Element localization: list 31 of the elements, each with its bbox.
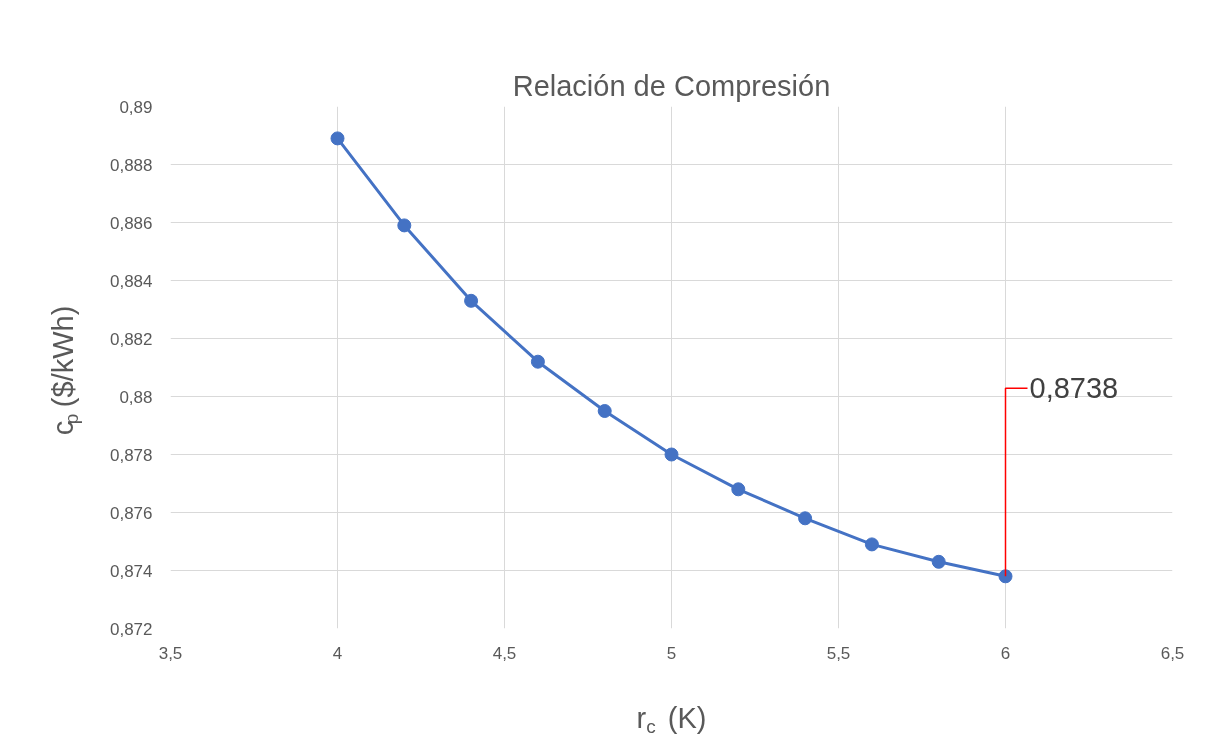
y-tick-label: 0,882 [109,329,153,349]
point [864,537,879,552]
x-tick-label: 6 [1000,643,1011,663]
x-tick-label: 4 [332,643,343,663]
x-tick-label: 4,5 [492,643,517,663]
annotation: 0,8738 [1029,372,1119,405]
chart-title: Relación de Compresión [512,69,831,102]
point [798,511,813,526]
x-tick-label: 5 [666,643,677,663]
point [330,131,345,146]
y-tick-label: 0,884 [109,271,153,291]
y-tick-label: 0,878 [109,445,153,465]
y-tick-label: 0,872 [109,619,153,639]
point [731,482,746,497]
point [664,447,679,462]
y-tick-label: 0,876 [109,503,153,523]
y-tick-label: 0,88 [119,387,153,407]
y-axis-title: cp ($/kWh) [46,305,82,436]
point [931,554,946,569]
y-tick-label: 0,886 [109,213,153,233]
x-tick-label: 3,5 [158,643,183,663]
x-tick-label: 6,5 [1160,643,1185,663]
y-tick-label: 0,874 [109,561,153,581]
x-tick-label: 5,5 [826,643,851,663]
point [998,569,1013,584]
point [397,218,412,233]
point [464,293,479,308]
y-tick-label: 0,89 [119,97,153,117]
y-tick-label: 0,888 [109,155,153,175]
point [597,404,612,418]
point [530,354,545,369]
